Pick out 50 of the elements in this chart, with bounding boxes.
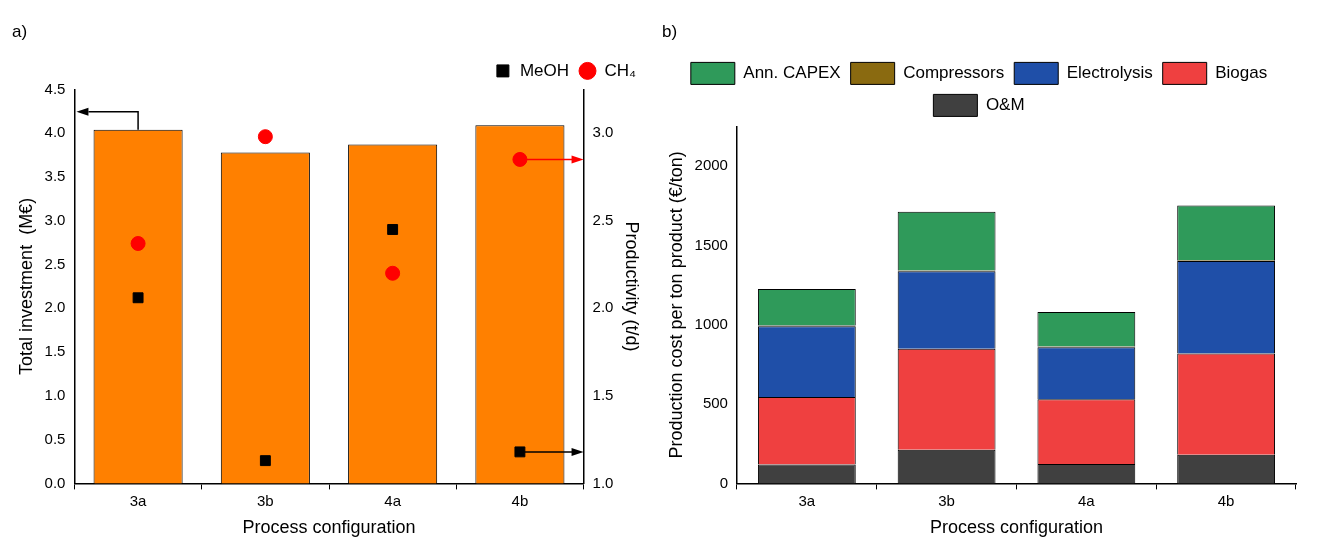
y-tick-label: 1.5 <box>44 342 66 360</box>
point <box>130 236 146 251</box>
x-tick-label: 3a <box>129 491 148 509</box>
y-tick-label: 3.5 <box>44 167 66 185</box>
x-tick-label: 3b <box>938 491 955 509</box>
y-tick-label: 1.0 <box>44 385 66 403</box>
y-axis-title: Production cost per ton product (€/ton) <box>665 151 686 459</box>
y2-tick-label: 3.0 <box>592 123 614 141</box>
y-tick-label: 500 <box>702 394 728 412</box>
legend-label: Biogas <box>1215 63 1268 83</box>
x-tick-label: 4b <box>1217 491 1235 509</box>
point <box>512 151 528 167</box>
point <box>259 455 271 467</box>
y-tick-label: 4.0 <box>44 123 66 141</box>
legend-label: Compressors <box>903 63 1005 83</box>
legend-label: Electrolysis <box>1066 63 1153 83</box>
point <box>387 224 399 235</box>
x-tick-label: 4b <box>511 491 529 509</box>
y-tick-label: 0 <box>719 473 728 491</box>
y2-tick-label: 2.0 <box>592 298 614 316</box>
y2-tick-label: 1.5 <box>592 385 614 403</box>
x-axis-title: Process configuration <box>929 517 1104 538</box>
y-tick-label: 2.5 <box>44 254 66 272</box>
y-tick-label: 1000 <box>694 314 728 332</box>
y-tick-label: 2000 <box>694 156 728 174</box>
y-tick-label: 3.0 <box>44 210 66 228</box>
y2-tick-label: 2.5 <box>592 210 614 228</box>
chart-title: b) <box>662 21 678 41</box>
y-tick-label: 0.0 <box>44 473 66 491</box>
y-tick-label: 4.5 <box>44 79 66 97</box>
x-tick-label: 3b <box>257 491 274 509</box>
chart-title: a) <box>12 21 28 41</box>
y2-tick-label: 1.0 <box>592 473 614 491</box>
x-tick-label: 3a <box>798 491 816 509</box>
y-tick-label: 2.0 <box>44 298 66 316</box>
y-tick-label: 0.5 <box>44 429 66 447</box>
legend-label: CH₄ <box>604 60 637 80</box>
legend-label: MeOH <box>519 60 570 80</box>
legend-label: O&M <box>985 95 1025 115</box>
x-tick-label: 4a <box>384 491 402 509</box>
point <box>132 292 144 304</box>
legend-label: Ann. CAPEX <box>743 63 841 83</box>
point <box>385 265 401 281</box>
x-tick-label: 4a <box>1078 491 1096 509</box>
y-axis-title: Total investment (M€) <box>15 197 36 375</box>
y-tick-label: 1500 <box>694 235 728 253</box>
y2-axis-title: Productivity (t/d) <box>622 221 643 352</box>
x-axis-title: Process configuration <box>242 517 416 538</box>
point <box>257 129 273 145</box>
point <box>514 446 526 458</box>
